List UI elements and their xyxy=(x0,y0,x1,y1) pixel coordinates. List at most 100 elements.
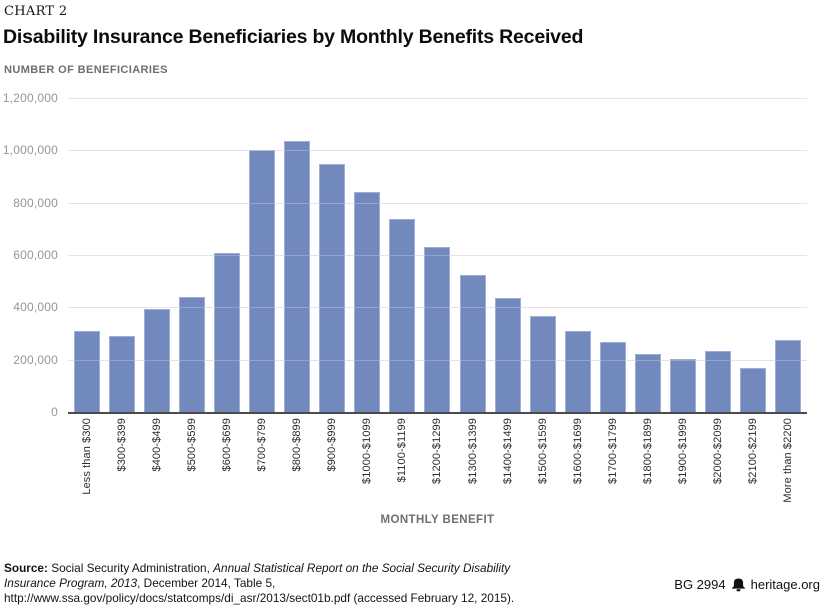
source-label: Source: xyxy=(4,560,48,575)
x-tick-label: $2100-$2199 xyxy=(747,418,760,484)
y-tick-label: 200,000 xyxy=(13,352,58,367)
x-tick-label: Less than $300 xyxy=(80,418,93,495)
bar-$1000-$1099 xyxy=(354,191,381,412)
x-label-slot: $900-$999 xyxy=(315,418,350,514)
x-tick-label: $1000-$1099 xyxy=(361,418,374,484)
x-label-slot: $1000-$1099 xyxy=(350,418,385,514)
bar-slot xyxy=(209,98,244,412)
bar-$400-$499 xyxy=(143,309,170,412)
x-label-slot: $1100-$1199 xyxy=(385,418,420,514)
source-text-2: , December 2014, Table 5, http://www.ssa… xyxy=(4,576,515,606)
x-label-slot: $1500-$1599 xyxy=(525,418,560,514)
bar-slot xyxy=(244,98,279,412)
bar-slot xyxy=(455,98,490,412)
y-tick-label: 0 xyxy=(51,405,58,419)
bar-$800-$899 xyxy=(284,141,311,412)
bar-$1700-$1799 xyxy=(599,342,626,412)
x-label-slot: $500-$599 xyxy=(174,418,209,514)
source-text-1: Social Security Administration, xyxy=(47,560,214,575)
bar-$1400-$1499 xyxy=(494,297,521,412)
chart-kicker: CHART 2 xyxy=(4,4,68,19)
x-tick-label: $900-$999 xyxy=(326,418,339,472)
bar-slot xyxy=(560,98,595,412)
gridline xyxy=(68,202,807,204)
x-label-slot: $600-$699 xyxy=(209,418,244,514)
bar-slot xyxy=(420,98,455,412)
x-tick-label: $300-$399 xyxy=(115,418,128,472)
bar-slot xyxy=(525,98,560,412)
x-tick-label: More than $2200 xyxy=(782,418,795,503)
x-tick-label: $1600-$1699 xyxy=(571,418,584,484)
bar-slot xyxy=(490,98,525,412)
bar-$1100-$1199 xyxy=(389,218,416,412)
source-note: Source: Social Security Administration, … xyxy=(4,561,532,607)
bar-$2100-$2199 xyxy=(740,368,767,412)
footer-brand: BG 2994 heritage.org xyxy=(674,577,820,592)
x-tick-label: $1200-$1299 xyxy=(431,418,444,484)
y-axis-caption: NUMBER OF BENEFICIARIES xyxy=(4,64,168,76)
plot-area xyxy=(68,98,807,414)
y-tick-label: 1,000,000 xyxy=(2,143,58,158)
chart-title: Disability Insurance Beneficiaries by Mo… xyxy=(3,26,584,48)
bar-$1600-$1699 xyxy=(564,330,591,412)
bar-slot xyxy=(69,98,104,412)
bar-slot xyxy=(139,98,174,412)
x-axis-tick-labels: Less than $300 $300-$399 $400-$499 $500-$59… xyxy=(68,418,807,514)
x-tick-label: $1500-$1599 xyxy=(536,418,549,484)
bar-$1800-$1899 xyxy=(635,354,662,412)
x-tick-label: $1800-$1899 xyxy=(642,418,655,484)
bar-slot xyxy=(631,98,666,412)
bar-More than $2200 xyxy=(775,339,802,412)
x-label-slot: More than $2200 xyxy=(771,418,806,514)
x-label-slot: $300-$399 xyxy=(104,418,139,514)
bar-$900-$999 xyxy=(319,164,346,412)
y-axis-tick-labels: 1,200,000 1,000,000 800,000 600,000 400,000 2… xyxy=(0,91,58,419)
x-label-slot: $1300-$1399 xyxy=(455,418,490,514)
bar-slot xyxy=(595,98,630,412)
x-tick-label: $1900-$1999 xyxy=(677,418,690,484)
x-axis-caption: MONTHLY BENEFIT xyxy=(380,514,495,526)
bar-slot xyxy=(701,98,736,412)
bar-slot xyxy=(315,98,350,412)
gridline xyxy=(68,98,807,99)
x-label-slot: $1200-$1299 xyxy=(420,418,455,514)
x-tick-label: $800-$899 xyxy=(291,418,304,472)
x-tick-label: $1700-$1799 xyxy=(606,418,619,484)
y-tick-label: 600,000 xyxy=(13,248,58,262)
bar-$600-$699 xyxy=(213,253,240,412)
x-label-slot: $2000-$2099 xyxy=(701,418,736,514)
y-tick-label: 400,000 xyxy=(13,300,58,315)
x-label-slot: $1700-$1799 xyxy=(595,418,630,514)
bar-Less than $300 xyxy=(73,330,100,412)
x-label-slot: $800-$899 xyxy=(280,418,315,514)
source-report-title: Annual Statistical Report on the Social … xyxy=(4,560,511,591)
bar-slot xyxy=(736,98,771,412)
x-label-slot: $700-$799 xyxy=(244,418,279,514)
y-tick-label: 800,000 xyxy=(13,195,58,210)
bar-$1200-$1299 xyxy=(424,246,451,412)
bar-slot xyxy=(350,98,385,412)
bar-$1300-$1399 xyxy=(459,275,486,412)
x-tick-label: $2000-$2099 xyxy=(712,418,725,484)
bars-container xyxy=(68,98,807,412)
x-label-slot: $1900-$1999 xyxy=(666,418,701,514)
x-label-slot: $400-$499 xyxy=(139,418,174,514)
x-label-slot: $1600-$1699 xyxy=(560,418,595,514)
liberty-bell-icon xyxy=(731,577,746,592)
bar-$1900-$1999 xyxy=(670,358,697,412)
bar-slot xyxy=(104,98,139,412)
x-tick-label: $1100-$1199 xyxy=(396,418,409,483)
brand-domain: heritage.org xyxy=(750,577,820,592)
bar-slot xyxy=(385,98,420,412)
bar-slot xyxy=(174,98,209,412)
bar-$2000-$2099 xyxy=(705,351,732,412)
x-tick-label: $1400-$1499 xyxy=(501,418,514,484)
x-tick-label: $1300-$1399 xyxy=(466,418,479,484)
y-tick-label: 1,200,000 xyxy=(2,91,58,105)
bar-slot xyxy=(666,98,701,412)
x-tick-label: $400-$499 xyxy=(150,418,163,472)
x-tick-label: $600-$699 xyxy=(220,418,233,472)
x-label-slot: $1400-$1499 xyxy=(490,418,525,514)
bar-slot xyxy=(280,98,315,412)
